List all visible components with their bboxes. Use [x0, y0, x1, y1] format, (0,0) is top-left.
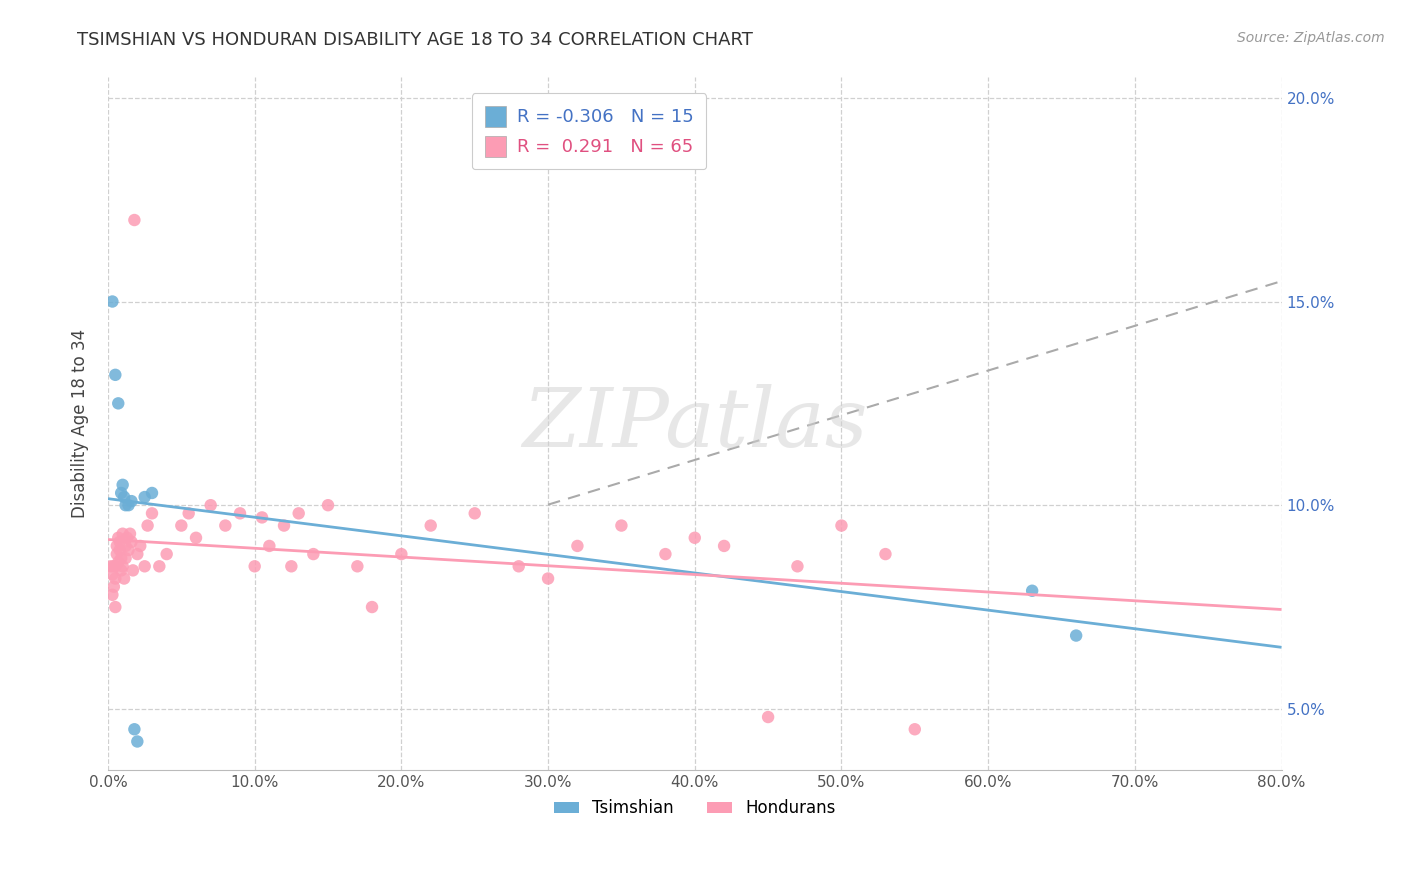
Point	[537, 572, 560, 586]
Point	[1064, 629, 1087, 643]
Point	[120, 534, 142, 549]
Point	[654, 547, 676, 561]
Point	[127, 734, 149, 748]
Point	[243, 559, 266, 574]
Point	[148, 559, 170, 574]
Point	[117, 498, 139, 512]
Point	[114, 551, 136, 566]
Point	[786, 559, 808, 574]
Point	[259, 539, 281, 553]
Point	[107, 531, 129, 545]
Text: TSIMSHIAN VS HONDURAN DISABILITY AGE 18 TO 34 CORRELATION CHART: TSIMSHIAN VS HONDURAN DISABILITY AGE 18 …	[77, 31, 754, 49]
Point	[346, 559, 368, 574]
Point	[103, 559, 125, 574]
Point	[110, 486, 132, 500]
Point	[111, 526, 134, 541]
Point	[101, 567, 124, 582]
Y-axis label: Disability Age 18 to 34: Disability Age 18 to 34	[72, 329, 89, 518]
Point	[136, 518, 159, 533]
Point	[287, 506, 309, 520]
Point	[141, 486, 163, 500]
Point	[464, 506, 486, 520]
Point	[108, 543, 131, 558]
Point	[120, 494, 142, 508]
Point	[141, 506, 163, 520]
Point	[122, 563, 145, 577]
Point	[830, 518, 852, 533]
Point	[756, 710, 779, 724]
Point	[108, 534, 131, 549]
Point	[124, 723, 146, 737]
Point	[107, 555, 129, 569]
Point	[273, 518, 295, 533]
Point	[114, 539, 136, 553]
Point	[200, 498, 222, 512]
Point	[101, 294, 124, 309]
Point	[100, 559, 122, 574]
Point	[280, 559, 302, 574]
Point	[508, 559, 530, 574]
Text: Source: ZipAtlas.com: Source: ZipAtlas.com	[1237, 31, 1385, 45]
Point	[875, 547, 897, 561]
Point	[107, 396, 129, 410]
Point	[110, 551, 132, 566]
Point	[904, 723, 927, 737]
Text: ZIPatlas: ZIPatlas	[522, 384, 868, 464]
Legend: Tsimshian, Hondurans: Tsimshian, Hondurans	[547, 793, 842, 824]
Point	[104, 572, 127, 586]
Point	[229, 506, 252, 520]
Point	[156, 547, 179, 561]
Point	[112, 490, 135, 504]
Point	[361, 600, 384, 615]
Point	[129, 539, 152, 553]
Point	[250, 510, 273, 524]
Point	[117, 543, 139, 558]
Point	[110, 563, 132, 577]
Point	[104, 600, 127, 615]
Point	[112, 572, 135, 586]
Point	[214, 518, 236, 533]
Point	[134, 490, 156, 504]
Point	[567, 539, 589, 553]
Point	[105, 547, 128, 561]
Point	[104, 559, 127, 574]
Point	[683, 531, 706, 545]
Point	[115, 531, 138, 545]
Point	[389, 547, 412, 561]
Point	[124, 213, 146, 227]
Point	[1021, 583, 1043, 598]
Point	[419, 518, 441, 533]
Point	[101, 588, 124, 602]
Point	[610, 518, 633, 533]
Point	[114, 498, 136, 512]
Point	[184, 531, 207, 545]
Point	[134, 559, 156, 574]
Point	[103, 580, 125, 594]
Point	[177, 506, 200, 520]
Point	[111, 478, 134, 492]
Point	[302, 547, 325, 561]
Point	[127, 547, 149, 561]
Point	[713, 539, 735, 553]
Point	[316, 498, 339, 512]
Point	[104, 368, 127, 382]
Point	[118, 526, 141, 541]
Point	[170, 518, 193, 533]
Point	[105, 539, 128, 553]
Point	[111, 559, 134, 574]
